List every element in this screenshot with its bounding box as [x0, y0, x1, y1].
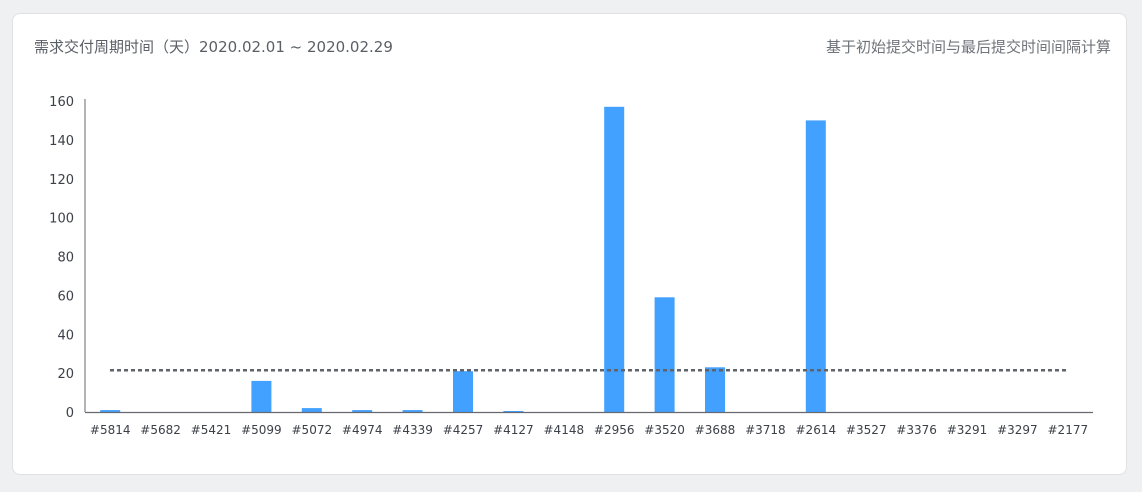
x-tick-label: #3520: [644, 423, 685, 437]
x-tick-label: #3718: [745, 423, 786, 437]
x-tick-label: #2614: [796, 423, 837, 437]
x-tick-label: #4148: [544, 423, 585, 437]
bar: [402, 410, 423, 412]
bar: [805, 120, 826, 413]
x-tick-label: #4339: [392, 423, 433, 437]
x-tick-label: #3291: [947, 423, 988, 437]
bar: [705, 367, 725, 412]
y-axis-ticks: 0 20 40 60 80 100 120 140 160: [49, 95, 74, 421]
x-tick-label: #3527: [846, 423, 887, 437]
x-tick-label: #5682: [140, 423, 181, 437]
bar: [301, 408, 322, 412]
y-tick-label: 120: [49, 173, 74, 188]
y-tick-label: 80: [57, 251, 74, 266]
y-tick-label: 40: [57, 328, 74, 343]
x-tick-label: #4257: [443, 423, 484, 437]
bar: [453, 371, 473, 412]
bar: [503, 411, 524, 412]
x-tick-label: #5072: [292, 423, 333, 437]
x-tick-label: #5421: [191, 423, 232, 437]
y-tick-label: 60: [57, 289, 74, 304]
x-tick-label: #3688: [695, 423, 736, 437]
bar: [654, 297, 675, 412]
chart-card: [12, 13, 1127, 475]
x-tick-label: #2177: [1048, 423, 1089, 437]
y-tick-label: 100: [49, 212, 74, 227]
chart-title: 需求交付周期时间（天）2020.02.01 ~ 2020.02.29: [34, 38, 393, 56]
x-tick-label: #4974: [342, 423, 383, 437]
bar: [100, 410, 121, 412]
x-tick-label: #4127: [493, 423, 534, 437]
x-tick-label: #3376: [896, 423, 937, 437]
x-tick-label: #5099: [241, 423, 282, 437]
y-tick-label: 160: [49, 95, 74, 110]
bars: [100, 106, 826, 413]
y-tick-label: 0: [66, 406, 74, 421]
bar: [352, 410, 373, 412]
x-tick-label: #2956: [594, 423, 635, 437]
x-tick-label: #3297: [997, 423, 1038, 437]
y-tick-label: 140: [49, 134, 74, 149]
x-tick-label: #5814: [90, 423, 131, 437]
x-axis-ticks: #5814 #5682 #5421 #5099 #5072 #4974 #4339 #4257…: [90, 423, 1088, 437]
bar: [604, 106, 625, 413]
axes: [84, 99, 1093, 414]
bar: [251, 380, 272, 412]
y-tick-label: 20: [57, 367, 74, 382]
chart-subtitle: 基于初始提交时间与最后提交时间间隔计算: [825, 38, 1111, 56]
